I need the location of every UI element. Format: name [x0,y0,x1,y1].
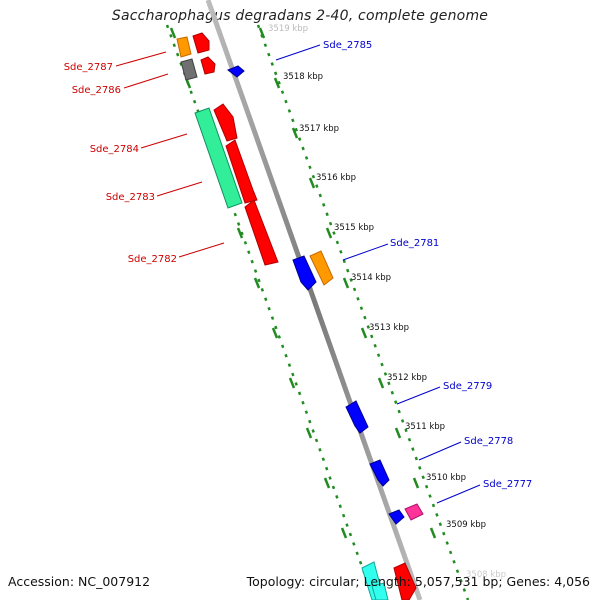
tick-label: 3516 kbp [316,173,356,183]
gene-label-sde-2778[interactable]: Sde_2778 [464,436,513,447]
backbone [205,0,423,600]
gene-sde-2778[interactable] [369,459,390,487]
callout-line [115,51,167,67]
outer-ring [256,24,470,600]
callout-line [436,484,481,504]
gene-sde-2787b[interactable] [192,32,210,54]
tick-label: 3513 kbp [369,323,409,333]
gene-sde-2786b[interactable] [200,56,216,75]
gene-sde-2783[interactable] [225,139,258,204]
gene-sde-2777[interactable] [388,509,405,525]
gene-sde-2786[interactable] [180,58,198,81]
gene-sde-2781[interactable] [292,255,317,291]
callout-line [342,243,389,261]
tick-label: 3511 kbp [405,422,445,432]
tick-label: 3518 kbp [283,72,323,82]
gene-sde-2779[interactable] [345,400,369,434]
callout-line [275,44,321,61]
inner-major-ticks [169,27,348,539]
tick-label: 3517 kbp [299,124,339,134]
gene-label-sde-2781[interactable]: Sde_2781 [390,238,439,249]
callout-line [140,133,188,149]
gene-label-sde-2782[interactable]: Sde_2782 [128,254,177,265]
gene-label-sde-2786[interactable]: Sde_2786 [72,85,121,96]
tick-label: 3508 kbp [466,570,506,580]
callout-line [156,181,203,197]
inner-ring [165,24,376,600]
callout-line [123,73,169,89]
gene-label-sde-2787[interactable]: Sde_2787 [64,62,113,73]
gene-sde-2787[interactable] [176,36,192,58]
outer-major-ticks [258,27,437,539]
map-title: Saccharophagus degradans 2-40, complete … [111,8,489,24]
genome-summary: Topology: circular; Length: 5,057,531 bp… [246,574,590,589]
callout-line [418,441,462,461]
tick-label: 3519 kbp [268,24,308,34]
callout-line [396,386,441,405]
tick-label: 3510 kbp [426,473,466,483]
gene-sde-2784[interactable] [194,107,243,209]
gene-sde-2782[interactable] [244,199,279,266]
gene-label-sde-2779[interactable]: Sde_2779 [443,381,492,392]
gene-cyan-partial-b[interactable] [371,582,389,600]
gene-label-sde-2783[interactable]: Sde_2783 [106,192,155,203]
accession-text: Accession: NC_007912 [8,574,151,589]
gene-label-sde-2777[interactable]: Sde_2777 [483,479,532,490]
gene-label-sde-2785[interactable]: Sde_2785 [323,40,372,51]
callout-line [178,242,225,258]
gene-sde-2785[interactable] [227,65,245,78]
gene-red-partial[interactable] [393,562,417,600]
tick-label: 3512 kbp [387,373,427,383]
tick-label: 3515 kbp [334,223,374,233]
gene-label-sde-2784[interactable]: Sde_2784 [90,144,139,155]
tick-label: 3509 kbp [446,520,486,530]
gene-sde-2781b[interactable] [309,250,334,286]
gene-sde-2777b[interactable] [404,503,424,521]
tick-label: 3514 kbp [351,273,391,283]
gene-sde-2784b[interactable] [213,103,238,142]
